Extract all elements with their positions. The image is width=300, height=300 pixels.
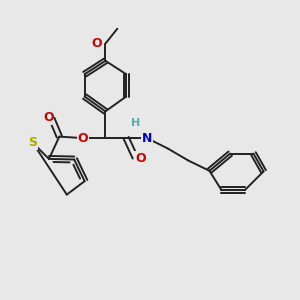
Text: N: N bbox=[142, 132, 152, 145]
Text: O: O bbox=[91, 37, 102, 50]
Text: S: S bbox=[28, 136, 37, 149]
Text: H: H bbox=[130, 118, 140, 128]
Text: O: O bbox=[135, 152, 146, 164]
Text: O: O bbox=[78, 132, 88, 145]
Text: O: O bbox=[43, 111, 54, 124]
